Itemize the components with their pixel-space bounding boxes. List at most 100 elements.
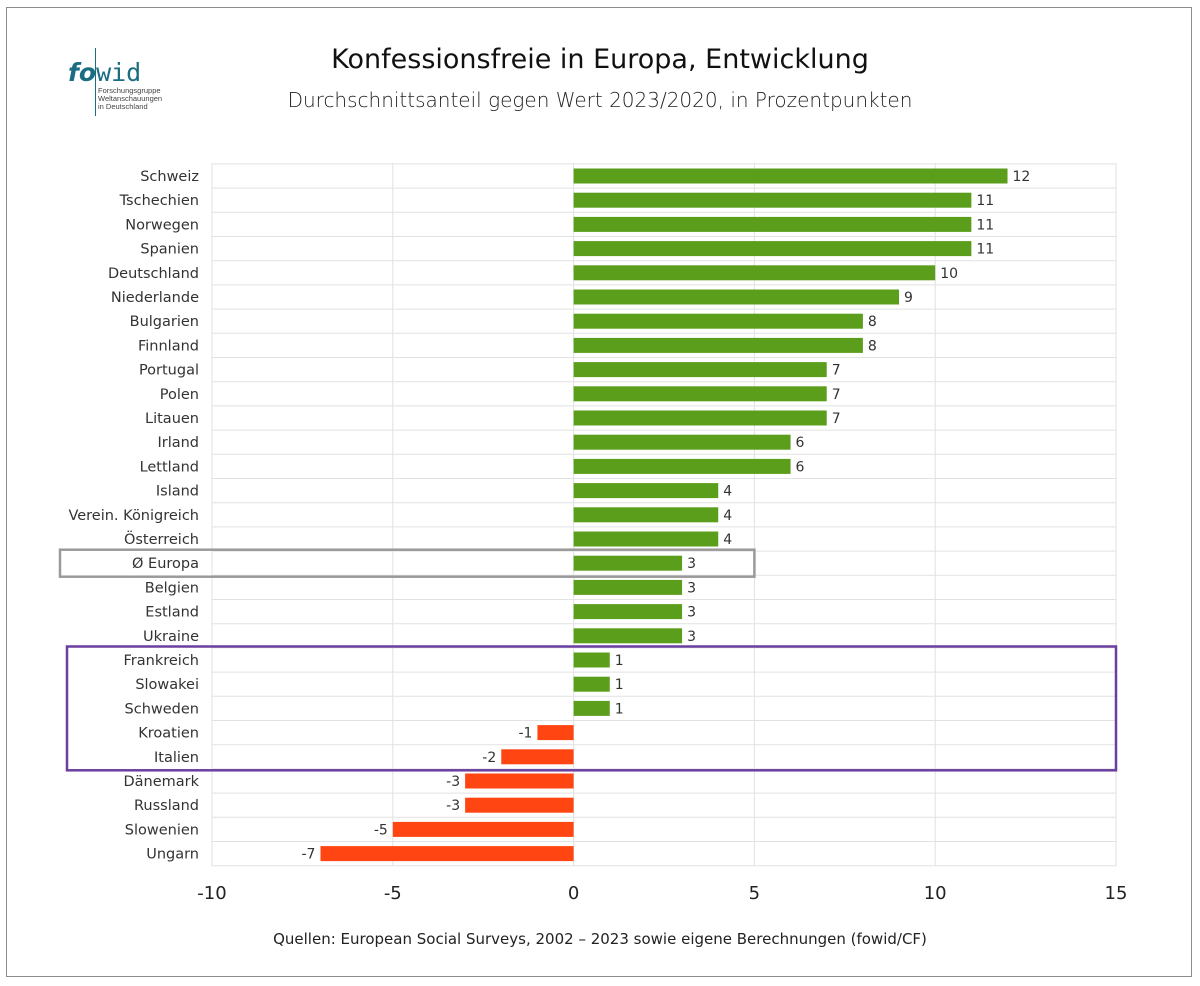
bar (465, 773, 574, 789)
bar (573, 216, 972, 232)
category-label: Schweiz (140, 169, 199, 185)
logo-tagline: Forschungsgruppe Weltanschauungen in Deu… (98, 86, 163, 111)
category-label: Russland (134, 798, 199, 814)
bar (573, 700, 610, 716)
bar (573, 507, 719, 523)
highlight-box-average (58, 548, 756, 578)
value-label: 3 (687, 629, 696, 645)
category-label: Slowenien (125, 822, 199, 838)
bar (320, 846, 574, 862)
value-label: 7 (832, 411, 841, 427)
category-label: Schweden (125, 701, 199, 717)
x-tick-label: 0 (568, 883, 579, 904)
logo-divider (95, 48, 96, 116)
value-label: 8 (868, 338, 877, 354)
value-label: -3 (446, 798, 460, 814)
category-label: Dänemark (123, 774, 199, 790)
category-label: Island (156, 484, 199, 500)
bar (537, 725, 574, 741)
logo-wid: wid (96, 58, 142, 87)
value-label: 4 (723, 508, 732, 524)
value-label: 11 (976, 193, 994, 209)
value-label: 7 (832, 363, 841, 379)
bar (573, 386, 827, 402)
logo-fo: fo (68, 58, 97, 87)
category-label: Spanien (140, 242, 199, 258)
category-label: Litauen (145, 411, 199, 427)
value-label: 11 (976, 242, 994, 258)
x-tick-label: -10 (197, 883, 226, 904)
category-label: Tschechien (119, 193, 199, 209)
category-label: Portugal (139, 363, 199, 379)
category-label: Ukraine (143, 629, 199, 645)
x-tick-label: 5 (749, 883, 760, 904)
category-label: Slowakei (135, 677, 199, 693)
category-label: Österreich (124, 530, 199, 548)
category-label: Finnland (138, 338, 199, 354)
value-label: -3 (446, 774, 460, 790)
value-label: 6 (796, 435, 805, 451)
bar (573, 362, 827, 378)
category-label: Estland (145, 605, 199, 621)
x-tick-label: -5 (384, 883, 402, 904)
value-label: -5 (374, 822, 388, 838)
value-label: 1 (615, 701, 624, 717)
bar (573, 555, 683, 571)
bar (573, 313, 863, 329)
value-label: 6 (796, 459, 805, 475)
bar (573, 579, 683, 595)
category-label: Norwegen (125, 217, 199, 233)
bar (573, 676, 610, 692)
bar (573, 289, 900, 305)
bar (573, 337, 863, 353)
highlight-box-group (65, 645, 1118, 772)
logo-wordmark: fowid (68, 58, 141, 87)
bar (573, 410, 827, 426)
value-label: 4 (723, 484, 732, 500)
bar (573, 604, 683, 620)
bar (501, 749, 574, 765)
category-label: Verein. Königreich (68, 508, 199, 524)
chart-title: Konfessionsfreie in Europa, Entwicklung (331, 44, 869, 75)
bar (573, 483, 719, 499)
category-label: Italien (154, 750, 199, 766)
value-label: 1 (615, 653, 624, 669)
bar (573, 168, 1008, 184)
bar (573, 652, 610, 668)
bar (573, 434, 791, 450)
category-label: Niederlande (111, 290, 199, 306)
x-tick-label: 10 (924, 883, 947, 904)
bar (573, 241, 972, 257)
value-label: 9 (904, 290, 913, 306)
value-label: 8 (868, 314, 877, 330)
value-label: 3 (687, 605, 696, 621)
bar (573, 458, 791, 474)
category-label: Frankreich (124, 653, 199, 669)
bar (573, 628, 683, 644)
bar (392, 821, 574, 837)
value-label: 3 (687, 556, 696, 572)
x-tick-label: 15 (1105, 883, 1128, 904)
source-note: Quellen: European Social Surveys, 2002 –… (273, 930, 927, 948)
category-label: Lettland (140, 459, 199, 475)
value-label: 3 (687, 580, 696, 596)
category-label: Ø Europa (132, 556, 199, 572)
fowid-logo: fowid Forschungsgruppe Weltanschauungen … (68, 48, 178, 120)
value-label: 1 (615, 677, 624, 693)
value-label: 12 (1013, 169, 1031, 185)
bar (573, 192, 972, 208)
category-label: Belgien (145, 580, 199, 596)
category-label: Kroatien (138, 726, 199, 742)
bar (573, 531, 719, 547)
category-label: Deutschland (108, 266, 199, 282)
bar (465, 797, 574, 813)
category-label: Bulgarien (130, 314, 199, 330)
value-label: 4 (723, 532, 732, 548)
category-label: Irland (157, 435, 199, 451)
value-label: 10 (940, 266, 958, 282)
value-label: -2 (482, 750, 496, 766)
value-label: 7 (832, 387, 841, 403)
category-label: Ungarn (146, 847, 199, 863)
category-label: Polen (160, 387, 199, 403)
